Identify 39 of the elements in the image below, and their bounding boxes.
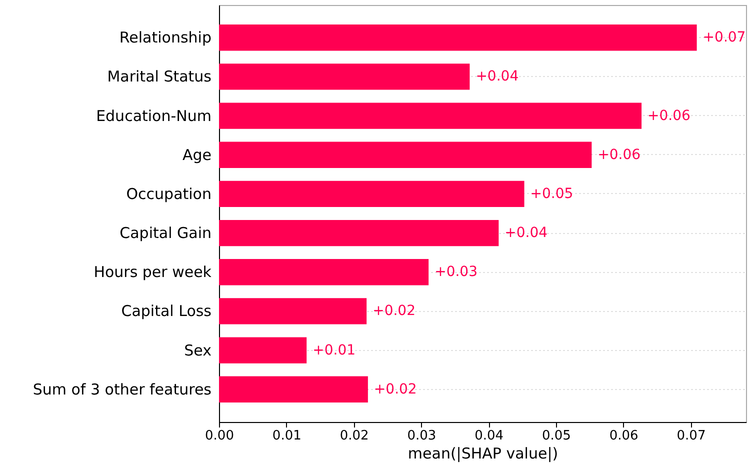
y-tick-label: Sum of 3 other features xyxy=(32,380,212,398)
bar xyxy=(219,102,642,129)
y-tick-label: Sex xyxy=(184,341,212,360)
data-label: +0.02 xyxy=(372,303,416,320)
y-tick-label: Age xyxy=(182,146,212,164)
data-label: +0.03 xyxy=(434,264,478,280)
y-tick-label: Capital Loss xyxy=(121,302,212,320)
x-tick-label: 0.06 xyxy=(609,428,638,444)
bar xyxy=(219,142,592,168)
y-tick-label: Occupation xyxy=(126,184,212,203)
x-tick-label: 0.03 xyxy=(407,428,436,444)
data-label: +0.07 xyxy=(702,30,746,46)
bar xyxy=(219,24,697,51)
x-tick-label: 0.05 xyxy=(542,428,571,444)
y-tick-label: Education-Num xyxy=(96,106,212,125)
x-tick-label: 0.00 xyxy=(205,428,234,444)
data-label: +0.01 xyxy=(312,342,356,358)
data-label: +0.04 xyxy=(504,225,548,242)
x-axis-title: mean(|SHAP value|) xyxy=(408,444,558,462)
data-label: +0.04 xyxy=(476,68,519,85)
data-label: +0.06 xyxy=(648,108,691,124)
y-tick-label: Marital Status xyxy=(107,68,212,86)
data-label: +0.02 xyxy=(374,381,417,398)
data-label: +0.06 xyxy=(598,146,641,163)
y-tick-label: Relationship xyxy=(119,28,212,47)
x-tick-label: 0.02 xyxy=(340,428,369,444)
x-tick-label: 0.07 xyxy=(676,428,706,444)
bar xyxy=(219,298,367,324)
bar xyxy=(219,64,470,90)
bar xyxy=(219,259,429,286)
bar xyxy=(219,337,307,364)
bar xyxy=(219,376,368,402)
y-tick-label: Hours per week xyxy=(94,263,212,282)
x-tick-label: 0.01 xyxy=(272,428,302,444)
data-label: +0.05 xyxy=(530,186,574,202)
bar xyxy=(219,220,499,246)
y-tick-label: Capital Gain xyxy=(120,224,212,242)
x-tick-label: 0.04 xyxy=(474,428,504,444)
bar xyxy=(219,180,524,208)
